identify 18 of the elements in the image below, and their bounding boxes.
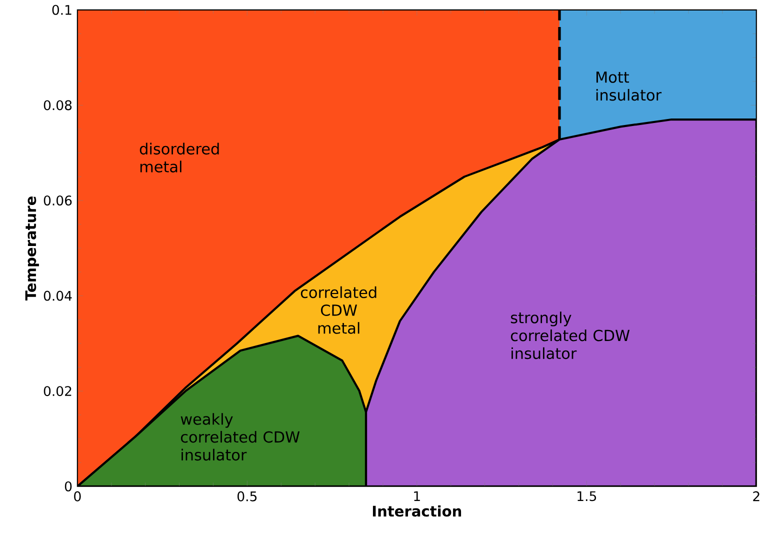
y-tick-label: 0.1 (52, 4, 72, 15)
series-label: correlated CDW metal (300, 286, 376, 334)
series-label: strongly correlated CDW insulator (510, 312, 630, 360)
y-tick-label: 0.08 (44, 100, 72, 110)
series-label: weakly correlated CDW insulator (180, 413, 300, 461)
x-tick-label: 0 (74, 491, 81, 502)
x-tick-label: 1.5 (578, 491, 596, 502)
x-tick-label: 2 (753, 491, 760, 502)
y-tick-label: 0.02 (44, 386, 72, 396)
series-label: disordered metal (140, 142, 219, 172)
x-axis-title: Interaction (372, 505, 462, 517)
y-tick-label: 0.06 (44, 195, 72, 206)
y-tick-label: 0 (64, 481, 72, 492)
y-axis-title: Temperature (25, 196, 39, 300)
x-tick-label: 1 (414, 491, 420, 501)
x-tick-label: 0.5 (238, 491, 257, 502)
y-tick-label: 0.04 (44, 290, 72, 301)
series-label: Mott insulator (596, 72, 662, 101)
